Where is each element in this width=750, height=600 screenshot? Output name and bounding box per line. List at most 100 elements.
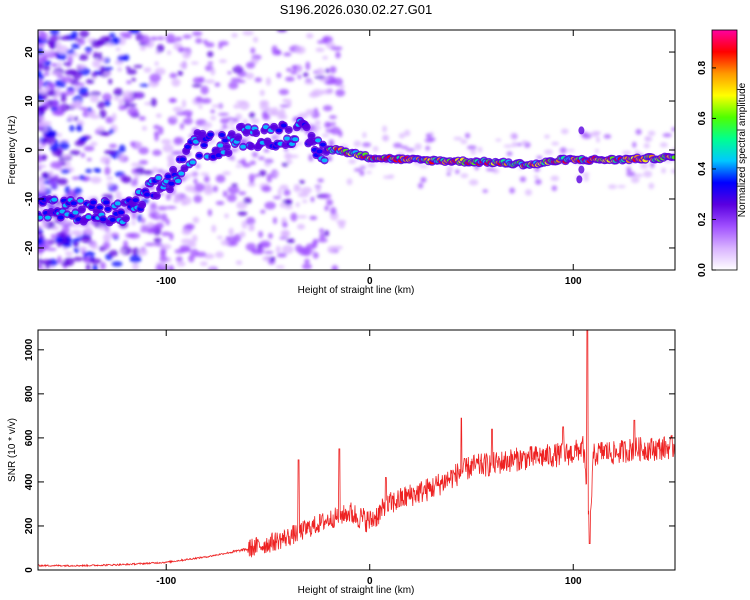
spectrogram-noise-blob — [253, 36, 259, 43]
spectrogram-noise-blob — [131, 77, 136, 82]
spectrogram-x-label: Height of straight line (km) — [298, 285, 415, 296]
spectrogram-halo-blob — [417, 182, 424, 189]
spectrogram-noise-blob — [41, 171, 50, 179]
ridge-core — [184, 144, 191, 149]
spectrogram-noise-blob — [154, 242, 164, 247]
spectrogram-noise-blob — [301, 247, 313, 257]
spectrogram-halo-blob — [210, 115, 217, 121]
spectrogram-halo-blob — [110, 232, 120, 238]
spectrogram-halo-blob — [659, 142, 668, 148]
spectrogram-noise-blob — [62, 242, 72, 248]
ridge-core — [77, 198, 84, 203]
spectrogram-halo-blob — [583, 175, 589, 182]
spectrogram-noise-blob — [86, 157, 92, 162]
spectrogram-noise-blob — [90, 243, 98, 250]
spectrogram-halo-blob — [455, 169, 460, 175]
spectrogram-noise-blob — [175, 111, 186, 116]
spectrogram-noise-blob — [310, 196, 315, 203]
spectrogram-halo-blob — [603, 134, 612, 139]
spectrogram-noise-blob — [104, 149, 116, 155]
spectrogram-noise-blob — [330, 46, 343, 51]
spectrogram-noise-blob — [282, 221, 288, 228]
spectrogram-noise-blob — [159, 250, 166, 258]
spectrogram-noise-blob — [175, 256, 183, 262]
spectrogram-halo-blob — [38, 186, 45, 192]
spectrogram-noise-blob — [73, 187, 83, 195]
spectrogram-noise-blob — [142, 170, 154, 175]
spectrogram-halo-blob — [259, 103, 267, 111]
spectrogram-noise-blob — [204, 79, 216, 84]
spectrogram-noise-blob — [324, 205, 329, 211]
spectrogram-halo-blob — [189, 172, 197, 177]
spectrogram-halo-blob — [106, 228, 111, 235]
spectrogram-noise-blob — [305, 61, 311, 71]
spectrogram-noise-blob — [330, 207, 337, 215]
spectrogram-noise-blob — [38, 47, 44, 56]
spectrogram-noise-blob — [182, 50, 191, 59]
ridge-core — [321, 158, 328, 163]
snr-y-tick-label: 400 — [24, 473, 35, 490]
spectrogram-noise-blob — [128, 30, 141, 34]
spectrogram-noise-blob — [338, 221, 346, 229]
ridge-core — [207, 132, 214, 137]
spectrogram-noise-blob — [111, 112, 117, 122]
ridge-core — [245, 125, 252, 130]
spectrogram-x-ticks: -100 0 100 — [156, 30, 582, 287]
spectrogram-noise-blob — [220, 239, 230, 246]
spectrogram-noise-blob — [38, 178, 47, 187]
ridge-core — [308, 133, 315, 138]
spectrogram-noise-blob — [245, 61, 256, 69]
spectrogram-noise-blob — [290, 212, 298, 222]
spectrogram-noise-blob — [301, 263, 312, 270]
spectrogram-noise-blob — [215, 251, 224, 259]
spectrogram-noise-blob — [38, 143, 42, 147]
spectrogram-noise-blob — [276, 30, 288, 33]
spectrogram-halo-blob — [626, 171, 636, 177]
spectrogram-noise-blob — [275, 245, 281, 254]
snr-series-line — [38, 330, 675, 568]
spectrogram-noise-blob — [227, 71, 232, 75]
spectrogram-halo-blob — [258, 156, 265, 161]
spectrogram-halo-blob — [425, 133, 432, 139]
spectrogram-noise-blob — [279, 184, 289, 190]
spectrogram-noise-blob — [171, 115, 178, 119]
spectrogram-noise-blob — [57, 255, 62, 264]
spectrogram-noise-blob — [48, 40, 56, 49]
spectrogram-noise-blob — [160, 261, 166, 269]
spectrogram-noise-blob — [85, 263, 91, 270]
ridge-core — [275, 128, 282, 133]
spectrogram-noise-blob — [263, 250, 274, 254]
spectrogram-noise-blob — [143, 67, 152, 73]
spectrogram-halo-blob — [543, 149, 554, 155]
spectrogram-noise-blob — [181, 228, 192, 236]
ridge-core — [139, 202, 146, 207]
spectrogram-noise-blob — [150, 97, 157, 107]
spectrogram-noise-blob — [175, 36, 183, 42]
spectrogram-noise-blob — [322, 56, 329, 60]
ridge-core — [248, 144, 255, 149]
spectrogram-noise-blob — [290, 70, 298, 75]
spectrogram-halo-blob — [560, 128, 569, 135]
ridge-core — [253, 131, 260, 136]
spectrogram-noise-blob — [313, 107, 318, 114]
spectrogram-noise-blob — [139, 228, 151, 233]
spectrogram-halo-blob — [195, 163, 201, 169]
spectrogram-noise-blob — [127, 106, 139, 116]
spectrogram-noise-blob — [113, 87, 124, 97]
spectrogram-halo-blob — [372, 146, 379, 152]
spectrogram-noise-blob — [205, 42, 215, 48]
spectrogram-noise-blob — [137, 248, 148, 256]
spectrogram-noise-blob — [302, 72, 309, 77]
spectrogram-noise-blob — [173, 136, 184, 145]
spectrogram-x-tick-label: 0 — [367, 276, 373, 287]
spectrogram-noise-blob — [154, 67, 166, 76]
colorbar-ticks: 0.0 0.2 0.4 0.6 0.8 — [697, 61, 716, 277]
spectrogram-halo-blob — [398, 132, 406, 139]
spectrogram-noise-blob — [293, 186, 302, 193]
spectrogram-noise-blob — [57, 133, 63, 138]
spectrogram-halo-blob — [485, 167, 496, 172]
spectrogram-y-tick-label: 20 — [24, 46, 35, 58]
ridge-core — [85, 215, 92, 220]
spectrogram-noise-blob — [249, 112, 256, 119]
spectrogram-halo-blob — [544, 134, 550, 139]
